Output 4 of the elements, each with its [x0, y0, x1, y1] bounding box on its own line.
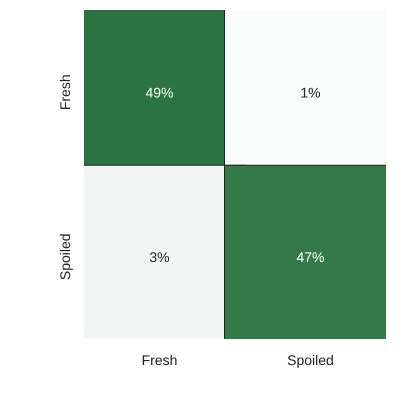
data-label: 3%: [149, 248, 170, 265]
data-label: 49%: [145, 84, 174, 100]
data-label: 1%: [300, 84, 321, 100]
data-label: 47%: [296, 248, 325, 265]
